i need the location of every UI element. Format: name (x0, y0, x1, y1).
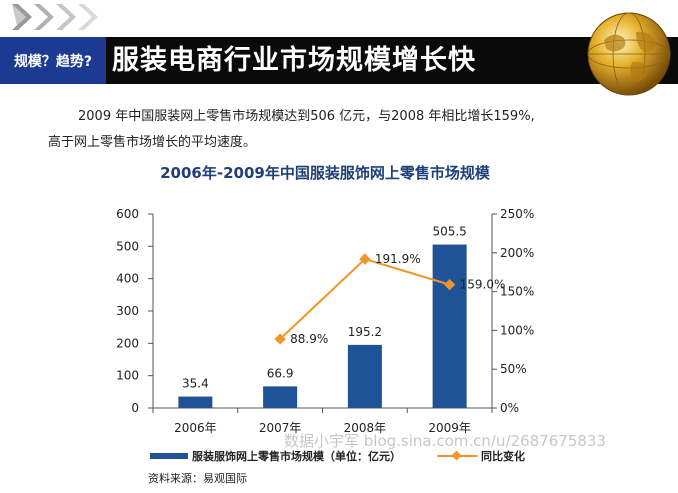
title-bar: 规模？趋势? 服装电商行业市场规模增长快 (0, 37, 678, 84)
source-note: 资料来源：易观国际 (148, 472, 247, 485)
y-left-tick-label: 200 (116, 336, 139, 350)
y-right-tick-label: 250% (500, 207, 534, 221)
y-right-tick-label: 50% (500, 362, 527, 376)
y-left-tick-label: 0 (131, 401, 139, 415)
line-point (359, 253, 371, 265)
y-left-tick-label: 500 (116, 239, 139, 253)
bar (178, 396, 213, 408)
line-data-label: 191.9% (375, 252, 421, 266)
line-data-label: 159.0% (460, 278, 506, 292)
y-right-tick-label: 200% (500, 246, 534, 260)
y-right-tick-label: 150% (500, 285, 534, 299)
legend-bar-swatch (150, 453, 188, 459)
line-data-label: 88.9% (290, 332, 328, 346)
intro-line-2: 高于网上零售市场增长的平均速度。 (48, 135, 257, 150)
intro-line-1: 2009 年中国服装网上零售市场规模达到506 亿元，与2008 年相比增长15… (78, 109, 535, 124)
chart-legend: 服装服饰网上零售市场规模（单位：亿元） 同比变化 (150, 448, 525, 464)
bar (347, 344, 382, 408)
bar-data-label: 195.2 (348, 325, 382, 339)
bar (432, 244, 467, 408)
legend-bar-label: 服装服饰网上零售市场规模（单位：亿元） (192, 450, 401, 463)
bar-data-label: 505.5 (432, 225, 466, 239)
y-left-tick-label: 100 (116, 369, 139, 383)
intro-paragraph: 2009 年中国服装网上零售市场规模达到506 亿元，与2008 年相比增长15… (48, 104, 608, 156)
bar-data-label: 66.9 (267, 366, 294, 380)
y-left-tick-label: 600 (116, 207, 139, 221)
x-tick-label: 2008年 (344, 421, 387, 435)
y-left-tick-label: 300 (116, 304, 139, 318)
chart-title: 2006年-2009年中国服装服饰网上零售市场规模 (160, 164, 490, 182)
line-point (274, 333, 286, 345)
header-tag: 规模？趋势? (0, 37, 106, 84)
x-tick-label: 2009年 (428, 421, 471, 435)
x-tick-label: 2006年 (174, 421, 217, 435)
chevron-arrows-icon (12, 4, 98, 30)
bar (263, 386, 298, 408)
bar-data-label: 35.4 (182, 377, 209, 391)
line-point (443, 278, 456, 291)
legend-line-label: 同比变化 (481, 450, 525, 463)
y-right-tick-label: 100% (500, 323, 534, 337)
watermark: 数据小宇军 blog.sina.com.cn/u/2687675833 (284, 432, 606, 450)
page-title: 服装电商行业市场规模增长快 (106, 37, 678, 84)
globe-icon (587, 12, 671, 96)
y-left-tick-label: 400 (116, 272, 139, 286)
x-tick-label: 2007年 (259, 421, 302, 435)
y-right-tick-label: 0% (500, 401, 519, 415)
legend-line-swatch (437, 455, 477, 457)
